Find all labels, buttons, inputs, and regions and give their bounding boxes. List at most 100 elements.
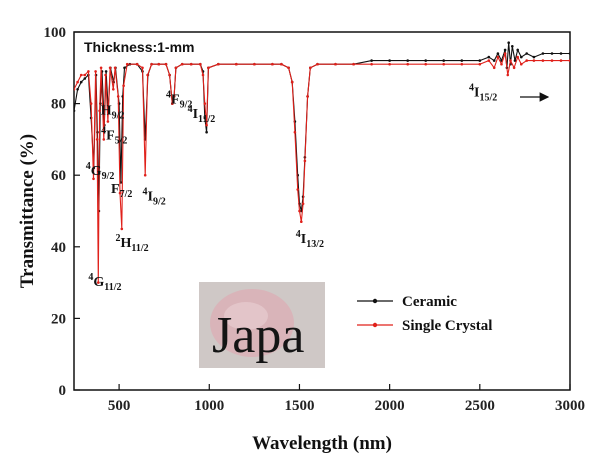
series-single-crystal — [74, 52, 570, 284]
data-point — [123, 66, 126, 70]
data-point — [83, 77, 87, 80]
x-tick-label: 1500 — [284, 398, 314, 414]
data-point — [478, 59, 482, 62]
data-point — [108, 66, 112, 70]
data-point — [120, 227, 124, 231]
data-point — [174, 66, 178, 70]
data-point — [507, 41, 511, 44]
y-tick-label: 60 — [51, 168, 66, 184]
sample-highlight — [224, 302, 268, 330]
data-point — [509, 59, 512, 62]
data-point — [217, 62, 220, 66]
data-point — [541, 59, 545, 62]
data-point — [303, 159, 307, 163]
data-point — [568, 52, 570, 55]
data-point — [300, 220, 303, 223]
data-point — [512, 66, 516, 70]
data-point — [205, 123, 208, 127]
data-point — [271, 62, 274, 66]
data-point — [94, 70, 97, 73]
y-tick-label: 80 — [51, 97, 66, 113]
data-point — [287, 66, 290, 70]
data-point — [503, 52, 507, 55]
thickness-label: Thickness:1-mm — [84, 39, 194, 55]
x-tick-label: 1000 — [194, 398, 224, 414]
term-label: F7/2 — [111, 182, 132, 200]
data-point — [150, 62, 153, 66]
data-point — [201, 73, 205, 77]
data-point — [496, 52, 500, 55]
data-point — [171, 102, 174, 105]
data-point — [406, 59, 410, 62]
data-point — [89, 102, 93, 105]
sample-photo-inset: Japa — [199, 282, 325, 368]
data-point — [157, 62, 161, 66]
term-label: H9/2 — [101, 103, 125, 121]
data-point — [116, 95, 120, 98]
data-point — [106, 120, 110, 123]
data-point — [199, 62, 202, 66]
term-label: 2H11/2 — [116, 233, 149, 254]
term-label: 4F5/2 — [101, 125, 127, 146]
data-point — [172, 95, 176, 98]
data-point — [424, 62, 428, 66]
data-point — [146, 73, 149, 77]
annotation-layer: 4G11/2 4G9/2 H9/2 4F5/2 F7/2 2H11/2 4I9/2 4F9/2… — [86, 82, 498, 293]
data-point — [487, 59, 491, 62]
data-point — [296, 188, 300, 191]
legend-label-ceramic: Ceramic — [402, 294, 457, 310]
x-tick-label: 3000 — [555, 398, 585, 414]
y-axis-title: Transmittance (%) — [17, 134, 38, 288]
data-point — [520, 62, 523, 66]
legend-marker-single-crystal — [372, 322, 378, 328]
data-point — [135, 62, 139, 66]
legend-marker-ceramic — [372, 298, 378, 304]
series-layer — [74, 41, 570, 284]
data-point — [370, 59, 373, 62]
y-tick-label: 100 — [44, 25, 67, 41]
data-point — [95, 138, 99, 141]
data-point — [298, 209, 301, 213]
data-point — [309, 66, 312, 70]
data-point — [516, 48, 519, 52]
data-point — [496, 55, 500, 59]
data-point — [76, 80, 79, 84]
data-point — [500, 62, 503, 66]
data-point — [511, 45, 514, 48]
data-point — [79, 73, 83, 77]
data-point — [424, 59, 428, 62]
data-point — [460, 62, 464, 66]
data-point — [203, 102, 207, 105]
data-point — [122, 84, 125, 87]
legend: Ceramic Single Crystal — [357, 294, 492, 334]
data-point — [460, 59, 464, 62]
term-label: 4I9/2 — [143, 186, 166, 207]
data-point — [406, 62, 410, 66]
series-line — [74, 53, 570, 283]
data-point — [189, 62, 193, 66]
data-point — [516, 55, 519, 59]
term-label: 4I13/2 — [296, 229, 324, 250]
data-point — [83, 73, 87, 77]
data-point — [168, 73, 171, 77]
data-point — [92, 177, 95, 181]
data-point — [104, 73, 107, 77]
term-label: 4G11/2 — [88, 272, 121, 293]
data-point — [388, 59, 391, 62]
data-point — [487, 55, 491, 59]
term-label: 4I11/2 — [188, 104, 216, 125]
data-point — [141, 66, 144, 70]
x-tick-label: 2000 — [375, 398, 405, 414]
data-point — [492, 59, 496, 62]
x-axis-ticks: 500 1000 1500 2000 2500 3000 — [108, 384, 585, 414]
data-point — [97, 281, 100, 284]
data-point — [352, 62, 355, 66]
legend-label-single-crystal: Single Crystal — [402, 318, 492, 334]
data-point — [306, 95, 309, 98]
data-point — [316, 62, 319, 66]
term-label: 4G9/2 — [86, 161, 115, 182]
data-point — [112, 88, 115, 91]
data-point — [205, 130, 208, 134]
data-point — [207, 66, 210, 70]
